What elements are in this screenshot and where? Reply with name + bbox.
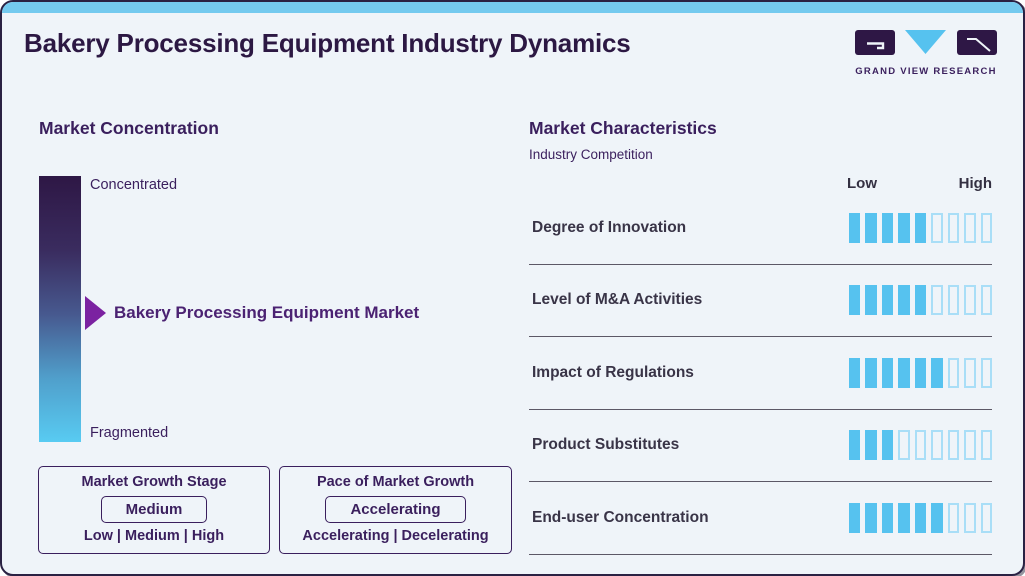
rating-bar-filled bbox=[898, 285, 910, 316]
page-title: Bakery Processing Equipment Industry Dyn… bbox=[24, 28, 631, 58]
gvr-logo-icon bbox=[855, 30, 997, 55]
rating-bar-empty bbox=[947, 430, 959, 461]
rating-bars bbox=[848, 502, 992, 533]
gvr-logo-wordmark: GRAND VIEW RESEARCH bbox=[855, 66, 997, 77]
rating-bar-filled bbox=[898, 212, 910, 243]
rating-bar-empty bbox=[931, 430, 943, 461]
rating-bar-filled bbox=[881, 212, 893, 243]
scale-low-label: Low bbox=[847, 175, 877, 192]
concentrated-label: Concentrated bbox=[90, 177, 178, 193]
characteristic-label: Product Substitutes bbox=[532, 436, 680, 454]
rating-bar-empty bbox=[947, 357, 959, 388]
rating-bar-filled bbox=[865, 502, 877, 533]
characteristic-row: Degree of Innovation bbox=[529, 192, 992, 265]
rating-bar-empty bbox=[931, 285, 943, 316]
rating-bar-filled bbox=[848, 502, 860, 533]
rating-bar-empty bbox=[980, 212, 992, 243]
growth-stage-title: Market Growth Stage bbox=[81, 474, 227, 490]
rating-bar-filled bbox=[931, 502, 943, 533]
rating-bar-filled bbox=[881, 357, 893, 388]
rating-bar-filled bbox=[865, 212, 877, 243]
growth-stage-options: Low | Medium | High bbox=[83, 528, 225, 544]
gvr-logo: GRAND VIEW RESEARCH bbox=[855, 30, 997, 77]
growth-stage-value-badge: Medium bbox=[100, 495, 208, 523]
rating-bar-filled bbox=[914, 212, 926, 243]
rating-bar-empty bbox=[947, 212, 959, 243]
market-characteristics-heading: Market Characteristics bbox=[529, 118, 717, 138]
rating-bar-filled bbox=[898, 502, 910, 533]
characteristic-label: Degree of Innovation bbox=[532, 218, 687, 236]
rating-bar-empty bbox=[980, 285, 992, 316]
rating-scale-labels: Low High bbox=[847, 175, 992, 192]
rating-bar-empty bbox=[964, 212, 976, 243]
characteristics-rows: Degree of Innovation Level of M&A Activit… bbox=[529, 192, 992, 555]
top-accent-strip bbox=[2, 2, 1023, 13]
growth-pace-value-badge: Accelerating bbox=[325, 495, 466, 523]
characteristic-row: Product Substitutes bbox=[529, 410, 992, 482]
rating-bar-filled bbox=[881, 502, 893, 533]
rating-bar-filled bbox=[881, 430, 893, 461]
rating-bar-filled bbox=[914, 285, 926, 316]
rating-bars bbox=[848, 430, 992, 461]
rating-bar-filled bbox=[881, 285, 893, 316]
rating-bar-filled bbox=[848, 212, 860, 243]
rating-bar-filled bbox=[865, 430, 877, 461]
market-concentration-heading: Market Concentration bbox=[39, 118, 219, 138]
rating-bar-empty bbox=[964, 430, 976, 461]
characteristic-label: Level of M&A Activities bbox=[532, 291, 703, 309]
rating-bar-filled bbox=[914, 502, 926, 533]
rating-bar-filled bbox=[898, 357, 910, 388]
rating-bar-empty bbox=[964, 285, 976, 316]
rating-bar-empty bbox=[931, 212, 943, 243]
rating-bars bbox=[848, 285, 992, 316]
growth-pace-title: Pace of Market Growth bbox=[316, 474, 475, 490]
concentration-gradient-bar bbox=[39, 176, 81, 442]
rating-bar-empty bbox=[914, 430, 926, 461]
rating-bar-empty bbox=[980, 430, 992, 461]
characteristic-row: End-user Concentration bbox=[529, 482, 992, 555]
characteristic-label: Impact of Regulations bbox=[532, 363, 694, 381]
rating-bar-empty bbox=[964, 502, 976, 533]
industry-competition-subheading: Industry Competition bbox=[529, 147, 653, 162]
rating-bar-empty bbox=[947, 502, 959, 533]
fragmented-label: Fragmented bbox=[90, 425, 169, 441]
rating-bars bbox=[848, 357, 992, 388]
rating-bar-empty bbox=[980, 502, 992, 533]
characteristic-row: Impact of Regulations bbox=[529, 337, 992, 410]
characteristic-row: Level of M&A Activities bbox=[529, 265, 992, 337]
market-growth-stage-box: Market Growth Stage Medium Low | Medium … bbox=[38, 466, 270, 554]
rating-bar-filled bbox=[848, 285, 860, 316]
rating-bar-empty bbox=[947, 285, 959, 316]
rating-bar-filled bbox=[865, 357, 877, 388]
market-position-arrow-icon bbox=[85, 296, 106, 330]
market-position-label: Bakery Processing Equipment Market bbox=[114, 303, 420, 322]
scale-high-label: High bbox=[958, 175, 992, 192]
characteristic-label: End-user Concentration bbox=[532, 508, 709, 526]
rating-bar-filled bbox=[931, 357, 943, 388]
rating-bar-filled bbox=[848, 430, 860, 461]
rating-bars bbox=[848, 212, 992, 243]
rating-bar-filled bbox=[914, 357, 926, 388]
rating-bar-empty bbox=[980, 357, 992, 388]
pace-of-market-growth-box: Pace of Market Growth Accelerating Accel… bbox=[279, 466, 512, 554]
rating-bar-filled bbox=[865, 285, 877, 316]
growth-pace-options: Accelerating | Decelerating bbox=[302, 528, 489, 544]
rating-bar-empty bbox=[898, 430, 910, 461]
rating-bar-filled bbox=[848, 357, 860, 388]
rating-bar-empty bbox=[964, 357, 976, 388]
market-characteristics-section: Market Characteristics Industry Competit… bbox=[529, 118, 992, 555]
